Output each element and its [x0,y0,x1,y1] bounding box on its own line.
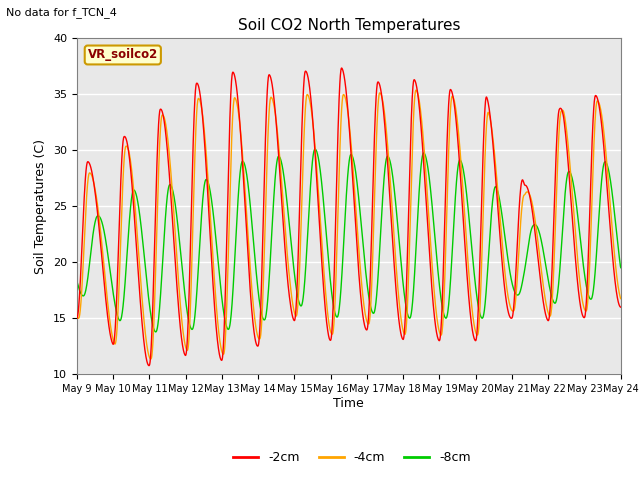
Y-axis label: Soil Temperatures (C): Soil Temperatures (C) [35,139,47,274]
Legend: -2cm, -4cm, -8cm: -2cm, -4cm, -8cm [228,446,476,469]
-4cm [617,296,625,301]
-8cm [607,178,614,184]
-2cm [305,81,313,87]
-8cm [617,265,625,271]
-2cm [145,363,153,369]
-4cm [548,302,556,308]
Line: -4cm: -4cm [77,90,621,359]
-4cm [305,96,313,101]
-4cm [147,356,155,362]
-4cm [135,253,143,259]
X-axis label: Time: Time [333,397,364,410]
Line: -2cm: -2cm [77,68,621,366]
-2cm [548,271,556,277]
-8cm [311,146,319,152]
-2cm [168,200,175,205]
-8cm [282,187,289,192]
-4cm [168,175,175,181]
-8cm [168,183,175,189]
-8cm [152,329,159,335]
-4cm [412,87,420,93]
-2cm [282,253,289,259]
-8cm [73,279,81,285]
-4cm [73,314,81,320]
-2cm [135,278,143,284]
-8cm [305,205,313,211]
Title: Soil CO2 North Temperatures: Soil CO2 North Temperatures [237,18,460,33]
-4cm [282,231,289,237]
-2cm [338,65,346,71]
-4cm [607,204,614,210]
-8cm [548,294,556,300]
Text: VR_soilco2: VR_soilco2 [88,48,158,61]
-2cm [617,304,625,310]
-2cm [73,315,81,321]
Text: No data for f_TCN_4: No data for f_TCN_4 [6,7,117,18]
-2cm [607,228,614,234]
-8cm [135,205,143,211]
Line: -8cm: -8cm [77,149,621,332]
